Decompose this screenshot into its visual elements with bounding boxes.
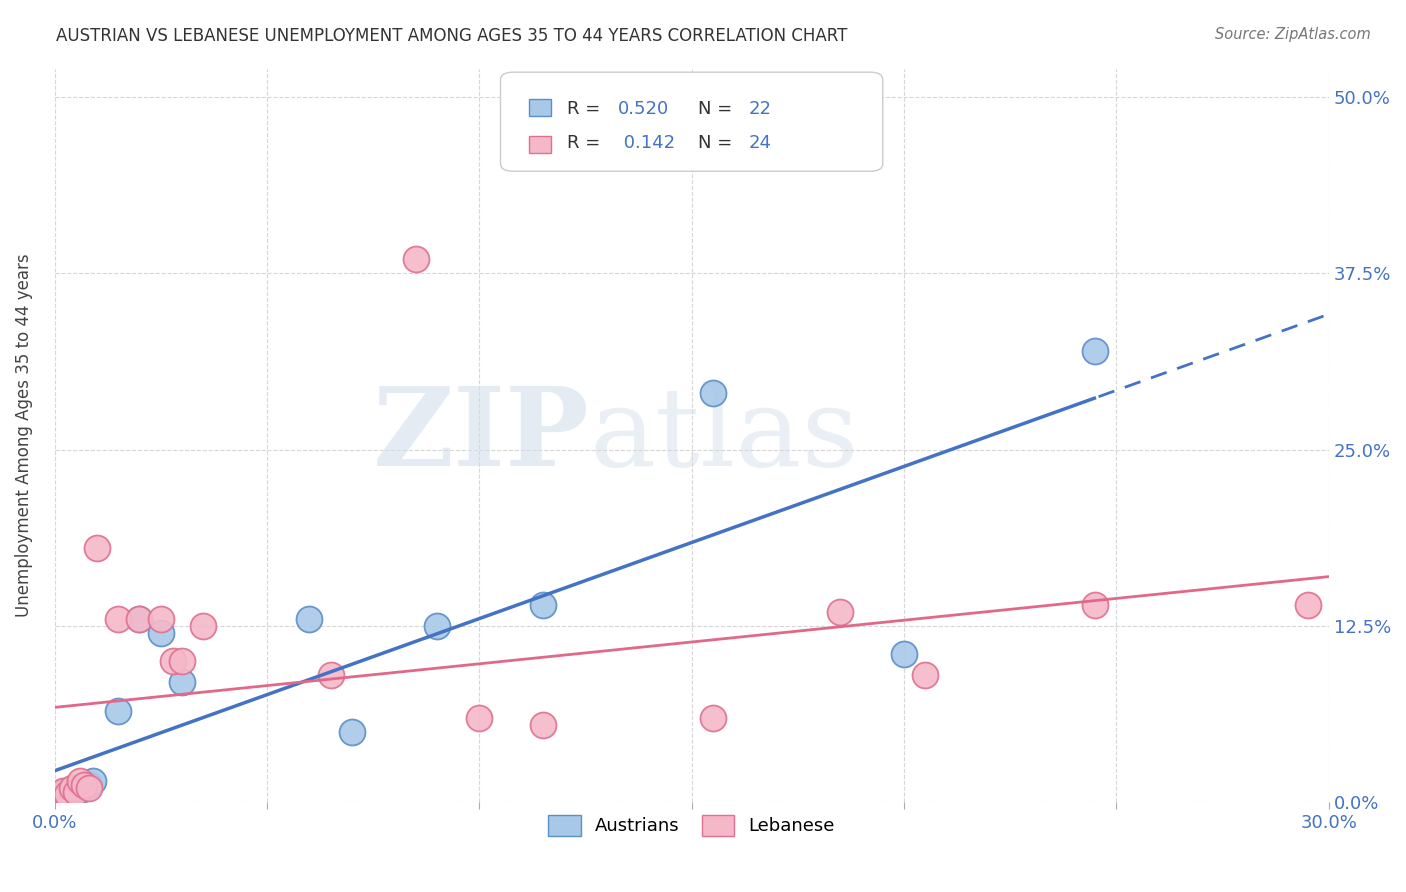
- Text: R =: R =: [567, 100, 606, 118]
- Point: [48, 788, 70, 802]
- Text: 24: 24: [749, 135, 772, 153]
- FancyBboxPatch shape: [529, 136, 551, 153]
- Text: ZIP: ZIP: [373, 382, 589, 489]
- Point: [56, 787, 79, 801]
- Point: [128, 612, 150, 626]
- Point: [149, 626, 172, 640]
- Point: [60, 781, 83, 796]
- Point: [73, 781, 96, 796]
- Point: [128, 612, 150, 626]
- Point: [62, 784, 84, 798]
- Point: [69, 774, 91, 789]
- Point: [52, 785, 75, 799]
- Point: [405, 252, 427, 266]
- Point: [340, 724, 363, 739]
- Point: [193, 619, 215, 633]
- Point: [914, 668, 936, 682]
- Text: R =: R =: [567, 135, 606, 153]
- Point: [162, 654, 184, 668]
- Point: [531, 717, 554, 731]
- Point: [73, 778, 96, 792]
- FancyBboxPatch shape: [529, 99, 551, 116]
- Point: [149, 612, 172, 626]
- Point: [107, 704, 129, 718]
- Point: [60, 787, 83, 801]
- Point: [702, 710, 724, 724]
- Y-axis label: Unemployment Among Ages 35 to 44 years: Unemployment Among Ages 35 to 44 years: [15, 253, 32, 617]
- Legend: Austrians, Lebanese: Austrians, Lebanese: [540, 805, 844, 845]
- Text: AUSTRIAN VS LEBANESE UNEMPLOYMENT AMONG AGES 35 TO 44 YEARS CORRELATION CHART: AUSTRIAN VS LEBANESE UNEMPLOYMENT AMONG …: [56, 27, 848, 45]
- Text: 0.520: 0.520: [617, 100, 669, 118]
- Point: [1296, 598, 1319, 612]
- Point: [65, 785, 87, 799]
- Point: [531, 598, 554, 612]
- Point: [86, 541, 108, 556]
- Point: [77, 781, 100, 796]
- FancyBboxPatch shape: [501, 72, 883, 171]
- Point: [468, 710, 491, 724]
- Text: 22: 22: [749, 100, 772, 118]
- Point: [48, 788, 70, 802]
- Point: [893, 647, 915, 661]
- Text: N =: N =: [697, 135, 738, 153]
- Point: [53, 788, 76, 802]
- Point: [830, 605, 852, 619]
- Point: [702, 386, 724, 401]
- Text: 0.142: 0.142: [617, 135, 675, 153]
- Point: [426, 619, 449, 633]
- Text: Source: ZipAtlas.com: Source: ZipAtlas.com: [1215, 27, 1371, 42]
- Point: [1084, 598, 1107, 612]
- Point: [170, 675, 193, 690]
- Point: [319, 668, 342, 682]
- Point: [69, 782, 91, 797]
- Point: [77, 778, 100, 792]
- Text: atlas: atlas: [589, 382, 859, 489]
- Point: [56, 784, 79, 798]
- Point: [82, 774, 104, 789]
- Point: [170, 654, 193, 668]
- Point: [1084, 343, 1107, 358]
- Point: [52, 784, 75, 798]
- Point: [65, 785, 87, 799]
- Point: [107, 612, 129, 626]
- Text: N =: N =: [697, 100, 738, 118]
- Point: [298, 612, 321, 626]
